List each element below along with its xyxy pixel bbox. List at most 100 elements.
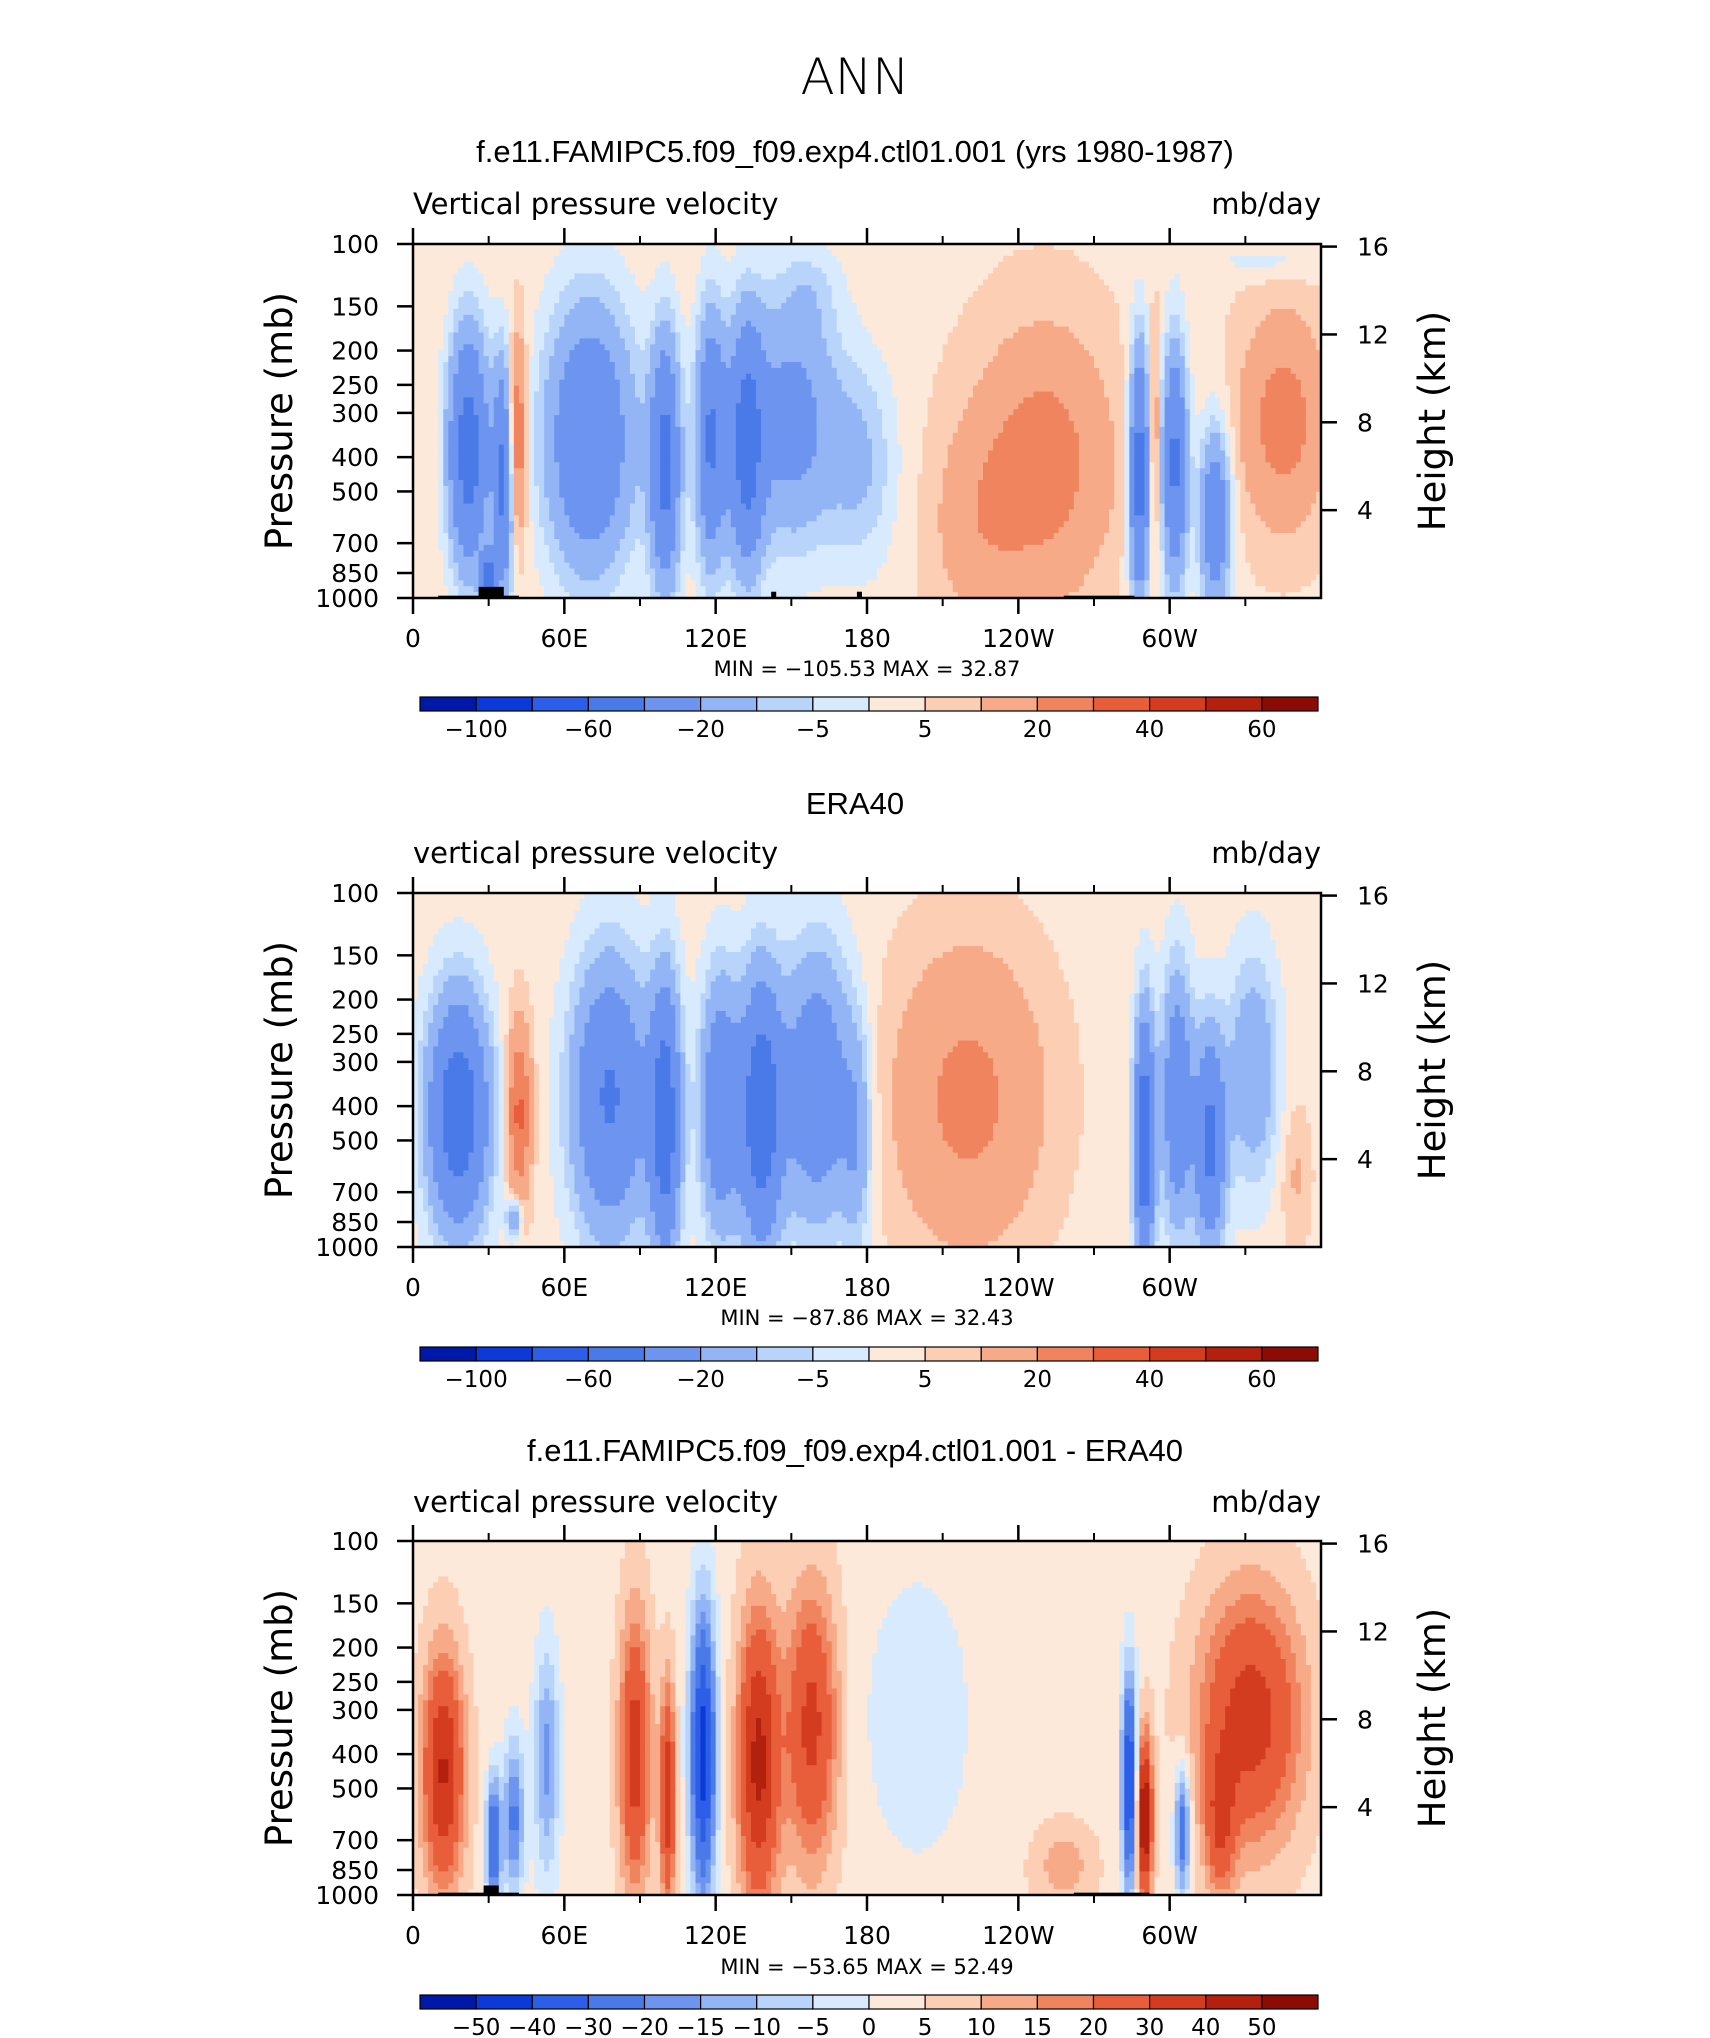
field-cell (1199, 273, 1206, 280)
field-cell (1164, 261, 1171, 269)
field-cell (776, 285, 782, 292)
field-cell (1058, 255, 1065, 263)
field-cell (715, 397, 722, 404)
field-cell (917, 249, 924, 257)
field-cell (1134, 350, 1140, 357)
field-cell (947, 332, 954, 339)
field-cell (1230, 344, 1236, 351)
field-cell (882, 255, 888, 263)
field-cell (957, 326, 964, 334)
field-cell (851, 273, 858, 280)
field-cell (801, 308, 808, 316)
field-cell (534, 303, 540, 310)
field-cell (998, 303, 1004, 310)
field-cell (513, 244, 520, 251)
field-cell (1220, 391, 1226, 398)
field-cell (983, 255, 989, 263)
field-cell (458, 267, 465, 275)
field-cell (1149, 244, 1156, 251)
field-cell (761, 356, 767, 363)
field-cell (897, 320, 903, 328)
field-cell (534, 279, 540, 286)
field-cell (549, 249, 555, 257)
field-cell (463, 397, 470, 404)
field-cell (589, 267, 596, 275)
field-cell (967, 320, 974, 328)
field-cell (811, 314, 818, 322)
field-cell (624, 338, 631, 345)
field-cell (1048, 303, 1055, 310)
field-cell (1063, 338, 1070, 345)
field-cell (796, 267, 803, 275)
field-cell (851, 379, 858, 387)
field-cell (816, 379, 823, 387)
field-cell (1275, 267, 1282, 275)
field-cell (967, 367, 974, 375)
field-cell (1250, 362, 1257, 369)
field-cell (1305, 344, 1312, 351)
field-cell (1270, 308, 1277, 316)
field-cell (836, 261, 843, 269)
field-cell (614, 255, 621, 263)
field-cell (745, 332, 752, 339)
field-cell (1013, 297, 1019, 304)
field-cell (771, 379, 777, 387)
field-cell (826, 373, 833, 381)
field-cell (1199, 249, 1206, 257)
field-cell (645, 279, 651, 286)
field-cell (1194, 320, 1201, 328)
field-cell (1109, 391, 1115, 398)
field-cell (1033, 255, 1040, 263)
field-cell (1114, 385, 1120, 393)
field-cell (418, 397, 424, 404)
field-cell (614, 403, 621, 410)
field-cell (887, 338, 893, 345)
field-cell (518, 308, 525, 316)
field-cell (695, 297, 702, 304)
field-cell (1159, 285, 1166, 292)
field-cell (513, 261, 520, 269)
field-cell (483, 373, 490, 381)
field-cell (423, 391, 429, 398)
field-cell (972, 326, 979, 334)
field-cell (993, 385, 999, 393)
field-cell (614, 320, 621, 328)
field-cell (1073, 391, 1080, 398)
field-cell (1220, 244, 1226, 251)
field-cell (1174, 291, 1181, 298)
field-cell (539, 344, 545, 351)
field-cell (927, 326, 934, 334)
field-cell (1225, 267, 1231, 275)
field-cell (523, 391, 530, 398)
field-cell (776, 362, 782, 369)
field-cell (574, 291, 581, 298)
field-cell (685, 362, 692, 369)
field-cell (599, 344, 606, 351)
field-cell (887, 297, 893, 304)
field-cell (836, 314, 843, 322)
field-cell (559, 261, 565, 269)
field-cell (1139, 397, 1146, 404)
field-cell (1119, 273, 1125, 280)
field-cell (589, 285, 596, 292)
field-cell (761, 391, 767, 398)
field-cell (1174, 244, 1181, 251)
field-cell (574, 303, 581, 310)
field-cell (821, 373, 828, 381)
field-cell (892, 308, 898, 316)
field-cell (473, 255, 480, 263)
field-cell (518, 326, 525, 334)
field-cell (529, 303, 535, 310)
field-cell (1300, 397, 1307, 404)
field-cell (1245, 267, 1251, 275)
field-cell (604, 356, 611, 363)
field-cell (1295, 373, 1302, 381)
field-cell (887, 291, 893, 298)
field-cell (720, 338, 727, 345)
field-cell (1275, 320, 1282, 328)
field-cell (766, 320, 772, 328)
field-cell (1154, 314, 1161, 322)
field-cell (655, 326, 661, 334)
field-cell (1164, 397, 1171, 404)
field-cell (1099, 244, 1105, 251)
